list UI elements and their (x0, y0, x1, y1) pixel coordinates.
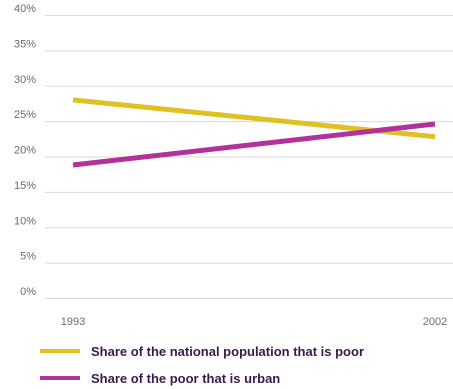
y-tick-label: 35% (14, 38, 36, 50)
y-tick-label: 30% (14, 74, 36, 86)
legend-item-1: Share of the national population that is… (40, 344, 364, 359)
y-tick-label: 25% (14, 109, 36, 121)
y-tick-label: 20% (14, 145, 36, 157)
x-axis-tick-labels: 1993 2002 (61, 316, 447, 328)
series-line-2 (72, 121, 436, 168)
y-tick-label: 10% (14, 215, 36, 227)
x-tick-label: 2002 (423, 316, 447, 328)
x-tick-label: 1993 (61, 316, 85, 328)
series-lines (72, 97, 436, 168)
legend-label: Share of the national population that is… (91, 344, 364, 359)
y-tick-label: 40% (14, 3, 36, 15)
legend: Share of the national population that is… (40, 344, 364, 386)
y-tick-label: 15% (14, 180, 36, 192)
legend-label: Share of the poor that is urban (91, 371, 280, 386)
legend-item-2: Share of the poor that is urban (40, 371, 280, 386)
gridlines (45, 15, 453, 299)
y-tick-label: 0% (20, 286, 36, 298)
y-axis-tick-labels: 0% 5% 10% 15% 20% 25% 30% 35% 40% (14, 3, 36, 298)
y-tick-label: 5% (20, 251, 36, 263)
